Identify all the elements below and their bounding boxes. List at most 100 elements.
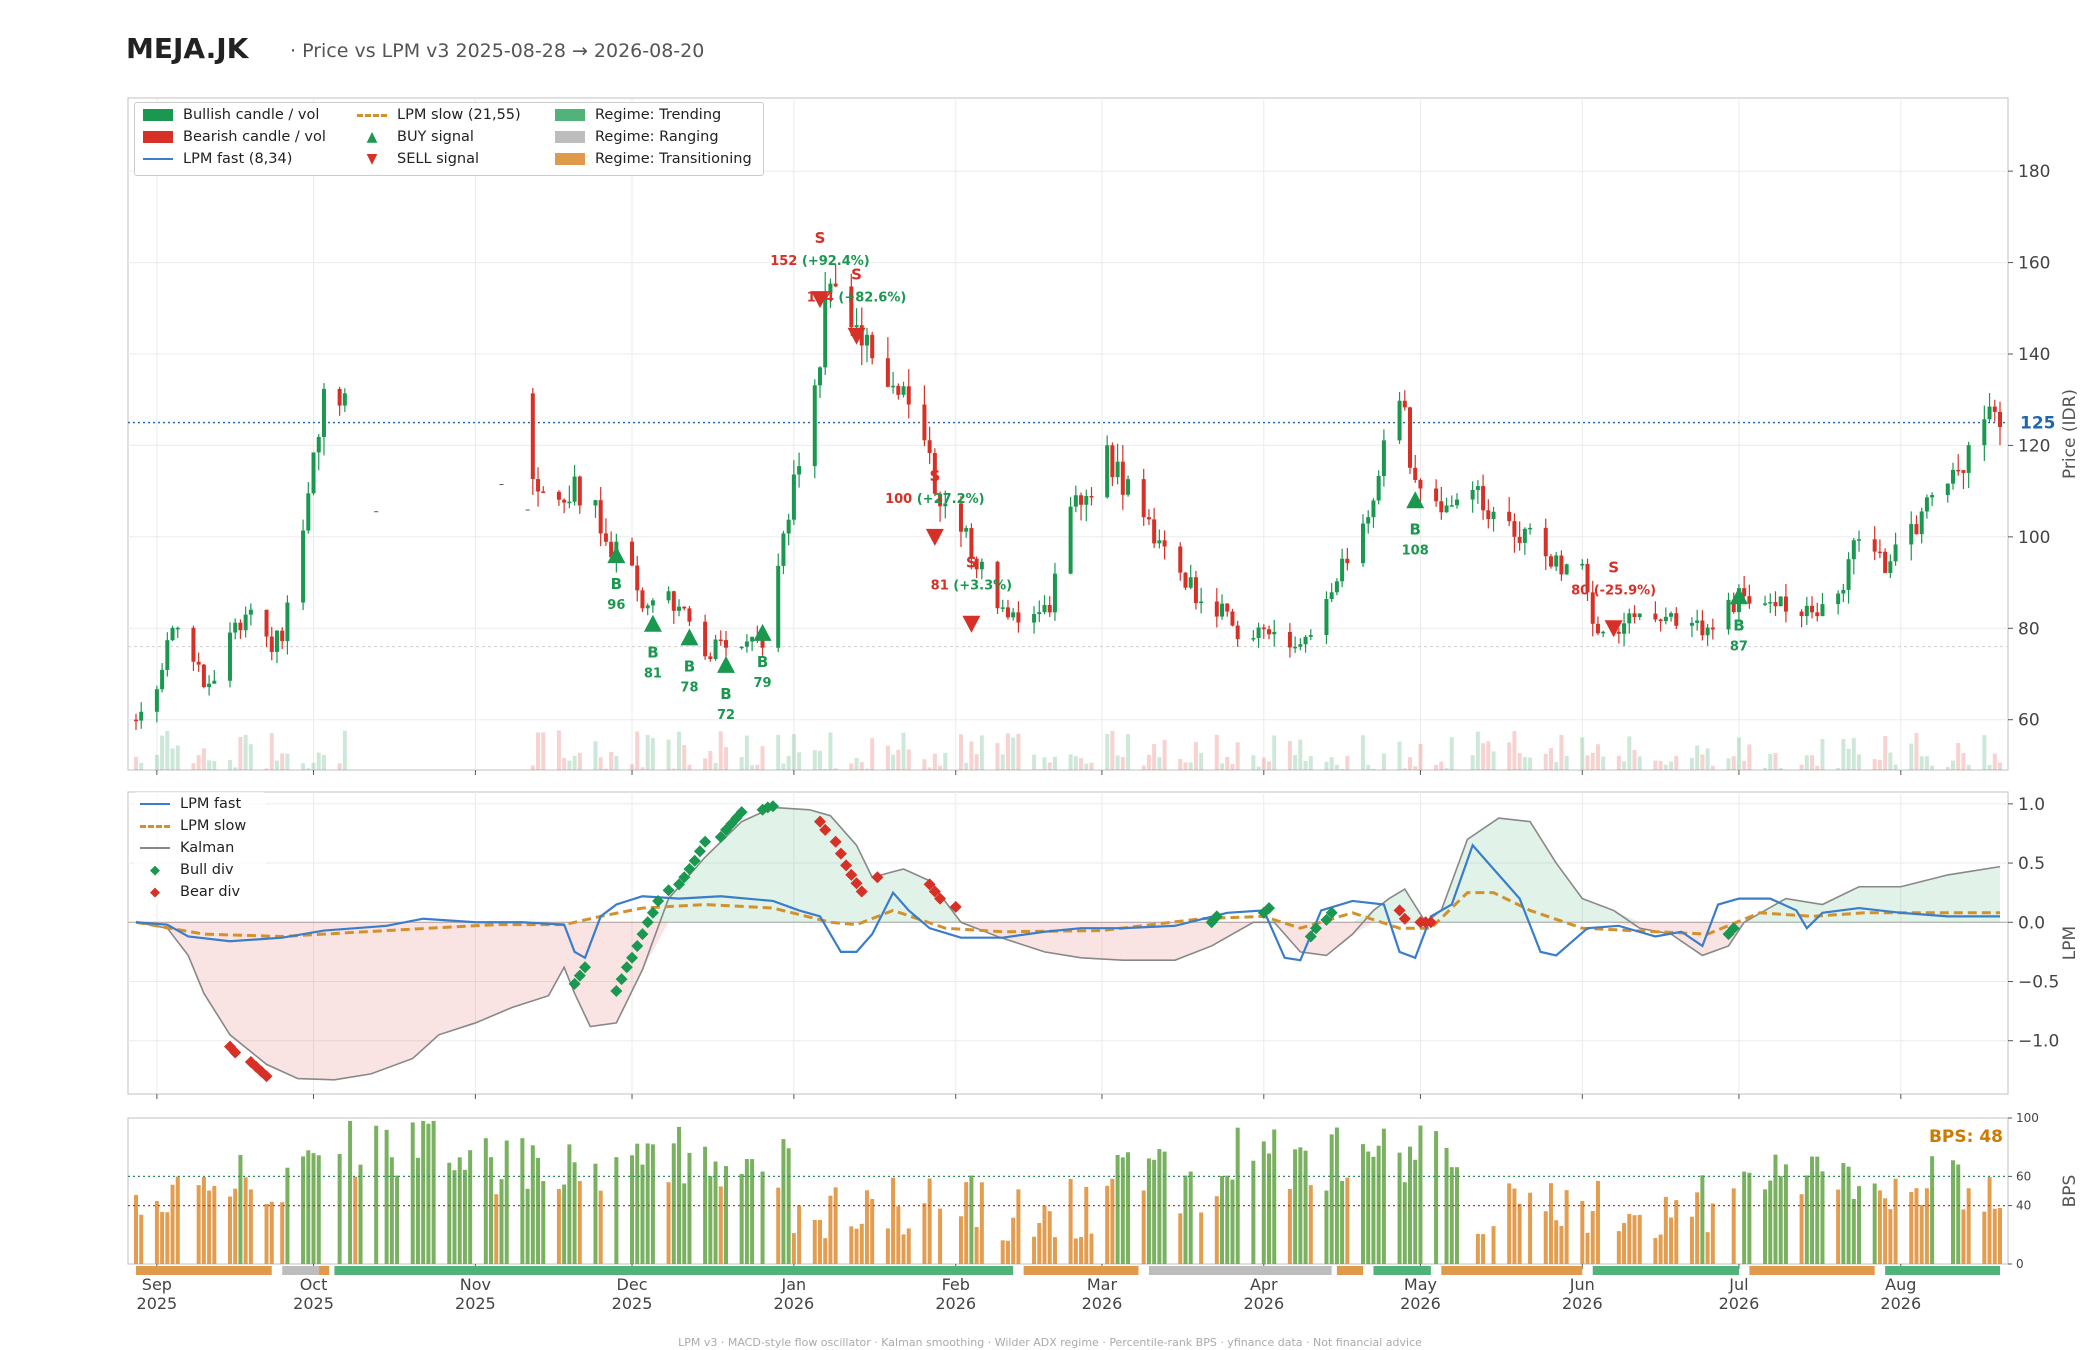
x-tick-label: 2026 — [1082, 1294, 1123, 1313]
candle-body — [1998, 411, 2002, 428]
bps-bar — [426, 1123, 431, 1264]
volume-bar — [1601, 756, 1606, 770]
bps-bar — [1261, 1141, 1266, 1264]
bear-div-marker — [871, 871, 884, 884]
bps-bar — [139, 1214, 144, 1264]
volume-bar — [1193, 741, 1198, 770]
bull-div-marker — [652, 894, 665, 907]
bps-bar — [1637, 1214, 1642, 1264]
y-tick-label: −1.0 — [2018, 1032, 2059, 1052]
bps-bar — [154, 1201, 159, 1264]
candle-body — [1851, 540, 1856, 560]
y-tick-label: 160 — [2018, 254, 2050, 274]
volume-bar — [1042, 757, 1047, 770]
bps-bar — [901, 1234, 906, 1264]
candle-body — [1883, 551, 1888, 573]
candle-body — [1585, 563, 1590, 593]
sell-signal-value: 100 (+27.2%) — [885, 492, 985, 507]
lpm-panel-frame — [127, 791, 2009, 1095]
buy-signal-label: B — [1409, 520, 1420, 538]
candle-body — [1366, 517, 1371, 524]
candle-body — [1486, 510, 1491, 520]
volume-bar — [969, 741, 974, 770]
bear-div-marker — [260, 1070, 273, 1083]
candle-body — [1183, 572, 1188, 588]
bear-div-diamond-icon: ◆ — [150, 884, 160, 900]
candle-body — [1449, 505, 1454, 507]
regime-segment-trending — [334, 1266, 1014, 1275]
volume-bar — [1888, 752, 1893, 770]
candle-body — [577, 476, 582, 506]
candle-body — [567, 501, 572, 504]
bps-bar — [1507, 1183, 1512, 1264]
kalman-line-swatch — [140, 847, 170, 849]
buy-signal-label: B — [720, 685, 731, 703]
bps-bar — [1293, 1149, 1298, 1264]
volume-bar — [1047, 762, 1052, 770]
fast-line-swatch — [140, 803, 170, 805]
candle-body — [635, 565, 640, 591]
sell-signal-label: S — [851, 266, 862, 284]
bps-bar — [906, 1228, 911, 1264]
bps-bar — [974, 1226, 979, 1264]
bull-div-marker — [662, 884, 675, 897]
volume-bar — [243, 734, 248, 770]
bps-bar — [1225, 1175, 1230, 1264]
candle-body — [1778, 596, 1783, 607]
volume-bar — [1909, 743, 1914, 770]
last-price-label: 125 — [2020, 414, 2056, 434]
candle-body — [1481, 486, 1486, 511]
volume-bar — [562, 757, 567, 770]
volume-bar — [1507, 742, 1512, 770]
candle-body — [781, 533, 786, 566]
x-tick-label: 2026 — [1880, 1294, 1921, 1313]
volume-bar — [1146, 754, 1151, 770]
bps-bar — [1919, 1205, 1924, 1264]
volume-bar — [927, 767, 932, 770]
candle-body — [1381, 440, 1386, 477]
bps-bar — [1773, 1154, 1778, 1264]
bps-bar — [750, 1159, 755, 1264]
bps-bar — [833, 1187, 838, 1264]
x-tick-label: Sep — [142, 1275, 172, 1294]
candle-body — [1032, 614, 1037, 623]
candle-body — [321, 388, 326, 437]
candle-body — [1188, 577, 1193, 588]
volume-bar — [170, 748, 175, 770]
bps-bar — [1998, 1207, 2002, 1264]
bps-bar — [1512, 1188, 1517, 1264]
volume-bar — [1851, 738, 1856, 770]
volume-bar — [677, 731, 682, 770]
bps-bar — [1554, 1220, 1559, 1264]
sell-signal-label: S — [815, 229, 826, 247]
volume-bar — [1162, 739, 1167, 770]
bps-bar — [1491, 1226, 1496, 1264]
candle-body — [708, 656, 713, 660]
transitioning-swatch — [555, 153, 585, 165]
candle-body — [1293, 646, 1298, 649]
volume-bar — [191, 763, 196, 770]
bps-bar — [1047, 1211, 1052, 1264]
bps-bar — [489, 1157, 494, 1264]
volume-bar — [316, 752, 321, 770]
kalman-line — [135, 806, 2001, 1081]
volume-bar — [1653, 760, 1658, 770]
candle-body — [1402, 400, 1407, 408]
volume-bar — [1951, 760, 1956, 770]
volume-bar — [614, 755, 619, 770]
candle-body — [1590, 592, 1595, 624]
x-tick-label: 2026 — [1243, 1294, 1284, 1313]
bps-bar — [1376, 1145, 1381, 1264]
volume-bar — [207, 760, 212, 770]
x-tick-label: Apr — [1250, 1275, 1278, 1294]
volume-bar — [1810, 755, 1815, 770]
bps-bar — [1079, 1236, 1084, 1264]
candle-body — [1689, 622, 1694, 626]
bps-bar — [713, 1161, 718, 1264]
sell-signal-marker — [925, 528, 944, 546]
candle-body — [744, 641, 749, 647]
volume-bar — [227, 760, 232, 770]
volume-bar — [1559, 734, 1564, 770]
volume-bar — [603, 768, 608, 770]
bps-bar — [1251, 1160, 1256, 1264]
